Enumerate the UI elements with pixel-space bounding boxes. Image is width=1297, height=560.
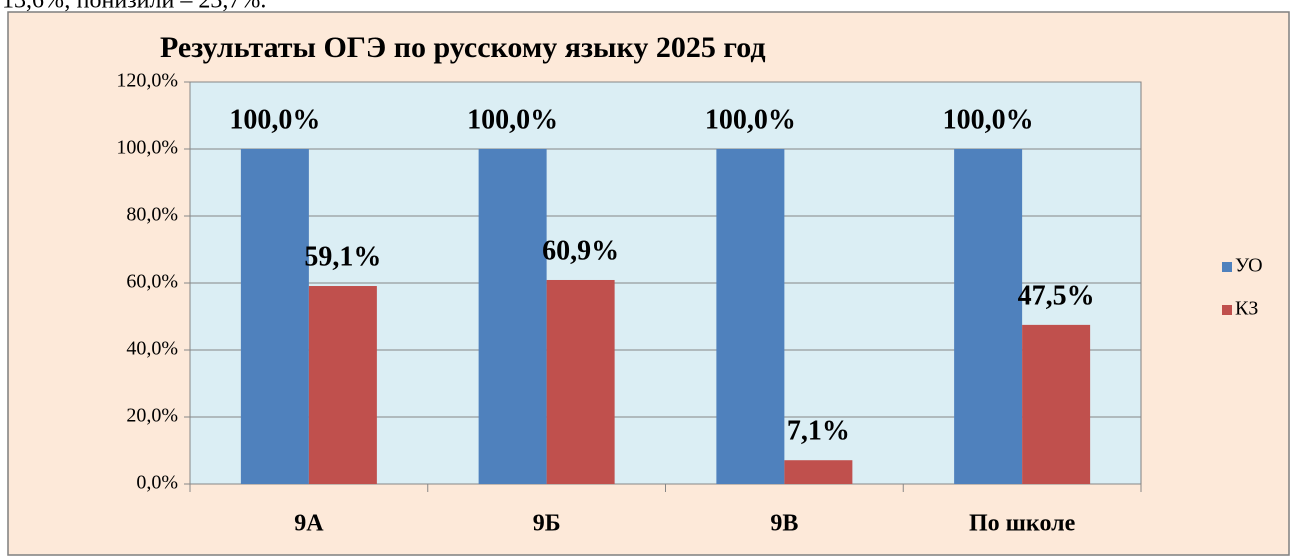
- y-tick-label: 120,0%: [116, 70, 178, 92]
- value-label: 7,1%: [787, 416, 850, 447]
- y-tick-label: 40,0%: [126, 338, 178, 360]
- y-tick-label: 60,0%: [126, 271, 178, 293]
- bar: [954, 149, 1023, 484]
- bar: [716, 149, 785, 484]
- value-label: 60,9%: [542, 235, 619, 266]
- bar: [1022, 324, 1091, 484]
- y-tick-label: 100,0%: [116, 137, 178, 159]
- legend-swatch: [1222, 262, 1232, 272]
- y-tick-label: 20,0%: [126, 405, 178, 427]
- y-tick-label: 0,0%: [136, 472, 178, 494]
- bar: [546, 279, 615, 484]
- bar: [308, 286, 377, 484]
- x-tick-label: По школе: [969, 511, 1076, 537]
- value-label: 47,5%: [1018, 280, 1095, 311]
- bar: [784, 460, 853, 484]
- x-tick-label: 9В: [770, 511, 798, 537]
- value-label: 100,0%: [943, 104, 1034, 135]
- legend-label: КЗ: [1235, 298, 1258, 320]
- legend-label: УО: [1235, 255, 1263, 277]
- value-label: 100,0%: [229, 104, 320, 135]
- bar: [478, 149, 547, 484]
- caption: 13,6%; понизили – 23,7%.: [2, 0, 266, 14]
- x-tick-label: 9Б: [533, 511, 561, 537]
- value-label: 100,0%: [467, 104, 558, 135]
- legend-swatch: [1222, 305, 1232, 315]
- value-label: 59,1%: [304, 241, 381, 272]
- bar: [240, 149, 309, 484]
- x-tick-label: 9А: [294, 511, 324, 537]
- y-tick-label: 80,0%: [126, 204, 178, 226]
- chart-title: Результаты ОГЭ по русскому языку 2025 го…: [160, 31, 766, 64]
- value-label: 100,0%: [705, 104, 796, 135]
